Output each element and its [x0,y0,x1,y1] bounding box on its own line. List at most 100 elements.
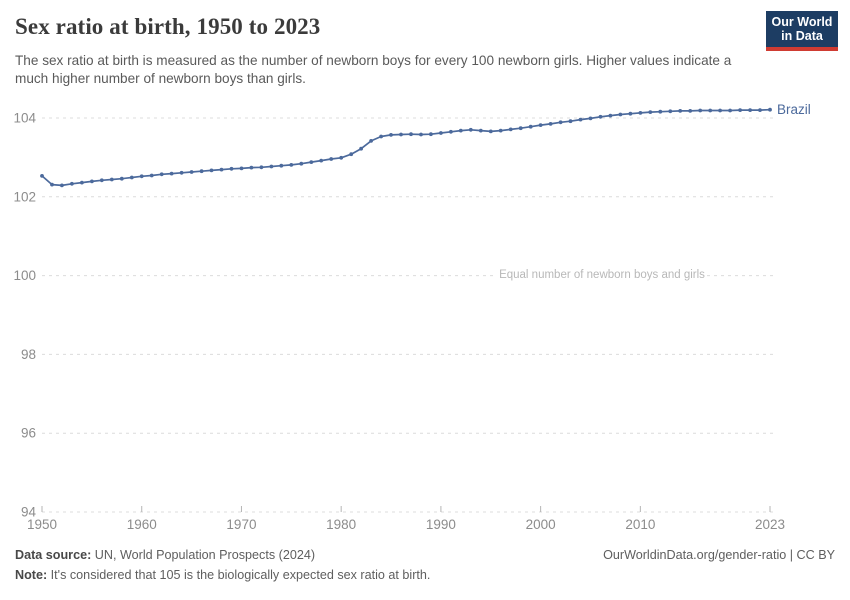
owid-logo-line2: in Data [781,29,823,43]
series-label-brazil[interactable]: Brazil [777,102,811,117]
owid-logo-line1: Our World [771,14,833,29]
data-point[interactable] [149,173,154,178]
data-point[interactable] [169,171,174,176]
data-point[interactable] [548,122,553,126]
y-axis-tick-label: 98 [21,347,36,362]
data-point[interactable] [289,163,294,167]
data-point[interactable] [349,152,354,157]
x-axis-tick-label: 2023 [755,517,785,532]
data-point[interactable] [708,108,713,113]
data-point[interactable] [618,112,623,117]
data-point[interactable] [698,108,703,113]
data-point[interactable] [70,181,74,186]
data-point[interactable] [748,108,752,112]
data-point[interactable] [389,133,393,137]
data-point[interactable] [249,165,254,170]
x-axis-tick-label: 1980 [326,517,356,532]
data-point[interactable] [229,166,234,171]
data-point[interactable] [578,117,583,122]
data-point[interactable] [508,127,513,132]
data-point[interactable] [50,182,54,187]
data-point[interactable] [628,111,633,116]
x-axis-tick-label: 1990 [426,517,456,532]
data-point[interactable] [468,127,473,132]
data-point[interactable] [409,132,413,137]
data-point[interactable] [369,139,373,143]
data-point[interactable] [728,108,732,113]
y-axis-tick-label: 104 [13,111,36,126]
data-point[interactable] [449,129,453,134]
data-point[interactable] [109,177,114,182]
data-point[interactable] [309,160,314,165]
data-point[interactable] [199,169,204,174]
data-point[interactable] [429,132,433,137]
data-point[interactable] [279,163,284,168]
data-point[interactable] [558,120,563,125]
data-point[interactable] [568,119,573,124]
data-point[interactable] [40,174,44,178]
data-point[interactable] [129,175,134,180]
data-point[interactable] [329,157,334,161]
page-title: Sex ratio at birth, 1950 to 2023 [15,14,321,39]
data-point[interactable] [139,174,144,179]
chart-subtitle: The sex ratio at birth is measured as th… [15,53,732,86]
data-point[interactable] [458,128,463,133]
data-point[interactable] [718,108,722,113]
data-point[interactable] [319,158,324,163]
footer-note-text: It's considered that 105 is the biologic… [47,568,431,582]
data-point[interactable] [399,132,403,137]
equal-ratio-annotation: Equal number of newborn boys and girls [499,269,705,281]
data-point[interactable] [688,109,693,113]
footer-source-label: Data source: [15,548,92,562]
x-axis-tick-label: 2010 [625,517,655,532]
data-point[interactable] [339,155,344,160]
data-point[interactable] [768,107,772,112]
x-axis-tick-label: 1970 [226,517,256,532]
data-point[interactable] [189,170,194,174]
data-point[interactable] [528,124,533,129]
data-point[interactable] [538,123,543,127]
data-point[interactable] [299,161,304,166]
y-axis-tick-label: 102 [13,189,36,204]
y-axis-tick-label: 100 [13,268,36,283]
owid-logo-box: Our World in Data [766,11,838,47]
data-point[interactable] [598,114,603,119]
footer-source-text: UN, World Population Prospects (2024) [91,548,316,562]
owid-logo[interactable]: Our World in Data [766,11,838,51]
data-point[interactable] [119,176,124,181]
data-point[interactable] [80,180,84,185]
data-point[interactable] [359,146,363,151]
footer-link-text[interactable]: OurWorldinData.org/gender-ratio | CC BY [603,548,835,562]
data-point[interactable] [90,179,94,184]
footer-note-label: Note: [15,568,48,582]
data-point[interactable] [379,134,383,139]
data-point[interactable] [648,110,653,114]
data-point[interactable] [758,108,762,112]
data-point[interactable] [498,128,503,133]
x-axis-tick-label: 1950 [27,517,57,532]
data-point[interactable] [588,116,593,121]
data-point[interactable] [60,183,64,188]
data-point[interactable] [159,172,164,177]
data-point[interactable] [239,166,244,171]
data-point[interactable] [179,170,184,175]
data-point[interactable] [219,167,224,172]
data-point[interactable] [738,108,742,112]
data-point[interactable] [488,129,493,134]
data-point[interactable] [269,164,274,169]
data-point[interactable] [478,128,483,133]
data-point[interactable] [439,131,443,135]
data-point[interactable] [658,109,663,114]
owid-logo-accent-bar [766,47,838,51]
data-point[interactable] [209,168,214,173]
data-point[interactable] [678,109,683,113]
data-point[interactable] [638,111,643,115]
data-point[interactable] [518,126,523,131]
y-axis-tick-label: 94 [21,505,37,520]
data-point[interactable] [608,113,613,118]
data-point[interactable] [259,165,264,170]
data-point[interactable] [99,178,104,183]
data-point[interactable] [419,132,423,137]
data-point[interactable] [668,109,673,114]
